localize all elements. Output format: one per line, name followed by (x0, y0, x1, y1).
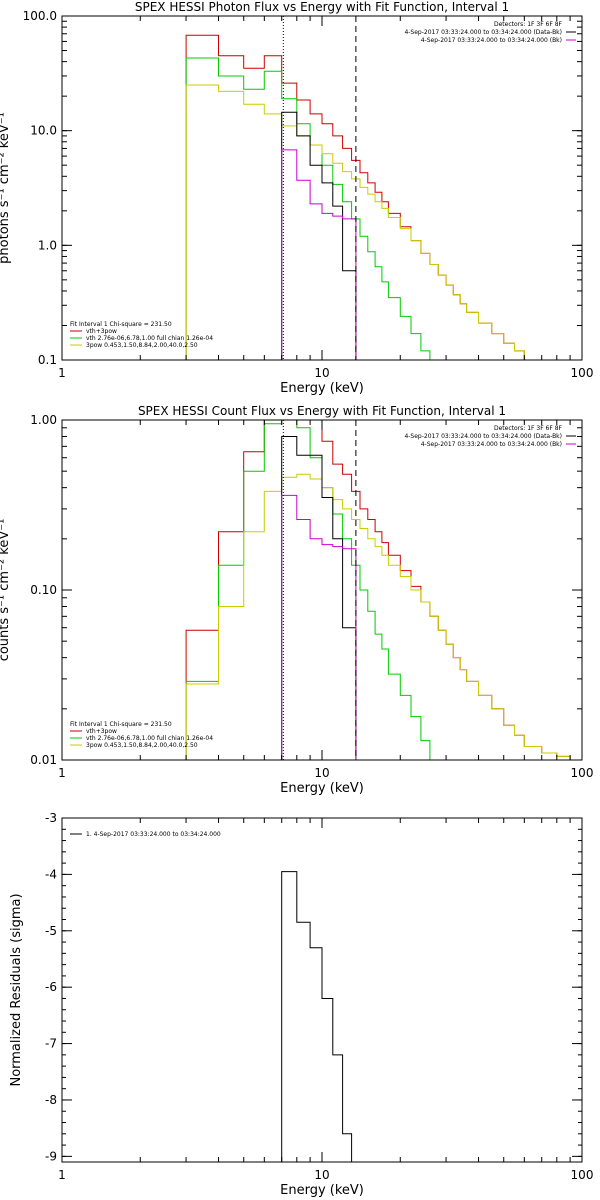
series-5-line (281, 149, 357, 360)
x-tick-label: 100 (571, 366, 594, 380)
y-tick-label: 0.1 (38, 353, 57, 367)
y-tick-label: 100.0 (23, 9, 57, 23)
chart-title: SPEX HESSI Photon Flux vs Energy with Fi… (135, 0, 509, 14)
chart-panel-1: 1 10 100 Energy (keV) 0.1 1.0 10.0 100.0 photons… (0, 0, 593, 396)
x-tick-label: 1 (58, 366, 66, 380)
x-tick-label: 1 (58, 1168, 66, 1182)
annotation-line: 4-Sep-2017 03:33:24.000 to 03:34:24.000 … (421, 37, 562, 44)
y-tick-label: -7 (45, 1037, 57, 1051)
y-tick-label: -8 (45, 1093, 57, 1107)
x-tick-label: 10 (314, 1168, 329, 1182)
y-tick-label: -5 (45, 924, 57, 938)
y-axis-label: photons s⁻¹ cm⁻² keV⁻¹ (0, 112, 12, 264)
y-tick-label: 0.10 (30, 583, 57, 597)
y-tick-label: 10.0 (30, 124, 57, 138)
series-1-line (185, 34, 534, 360)
x-tick-label: 10 (314, 766, 329, 780)
legend-header: Fit Interval 1 Chi-square = 231.50 (70, 321, 172, 328)
x-tick-label: 100 (571, 766, 594, 780)
series-3-line (185, 473, 582, 760)
annotation-line: Detectors: 1F 3F 6F 8F (494, 425, 563, 432)
x-axis-label: Energy (keV) (280, 1183, 364, 1198)
y-axis-label: counts s⁻¹ cm⁻² keV⁻¹ (0, 519, 12, 662)
legend-item: vth+3pow (86, 328, 117, 335)
y-tick-label: 0.01 (30, 753, 57, 767)
series-1-line (185, 420, 582, 760)
y-tick-label: -3 (45, 811, 57, 825)
y-tick-label: 1.00 (30, 413, 57, 427)
y-tick-label: -9 (45, 1149, 57, 1163)
chart-title: SPEX HESSI Count Flux vs Energy with Fit… (138, 404, 506, 418)
annotation-line: 4-Sep-2017 03:33:24.000 to 03:34:24.000 … (404, 29, 562, 36)
legend-item: vth 2.76e-06,6.78,1.00 full chian 1.26e-… (86, 335, 213, 342)
series-1-line (281, 871, 356, 1162)
legend-item: 3pow 0.453,1.50,8.84,2.00,40.0,2.50 (86, 342, 198, 349)
series-2-line (185, 420, 439, 760)
chart-panel-3: 1 10 100 Energy (keV) -9 -8 -7 -6 -5 -4 -3 Normaliz… (9, 811, 593, 1198)
legend-item: vth+3pow (86, 728, 117, 735)
annotation-line: 4-Sep-2017 03:33:24.000 to 03:34:24.000 … (421, 441, 562, 448)
x-tick-label: 1 (58, 766, 66, 780)
series-4-line (281, 111, 357, 360)
series-2-line (185, 57, 439, 360)
x-tick-label: 100 (571, 1168, 594, 1182)
y-tick-label: 1.0 (38, 238, 57, 252)
y-tick-label: -6 (45, 980, 57, 994)
chart-panel-2: 1 10 100 Energy (keV) 0.01 0.10 1.00 counts s⁻¹… (0, 404, 593, 796)
y-tick-label: -4 (45, 867, 57, 881)
x-axis-label: Energy (keV) (280, 381, 364, 396)
plot-area (185, 420, 582, 760)
annotation-line: Detectors: 1F 3F 6F 8F (494, 21, 563, 28)
plot-area (185, 34, 534, 360)
series-5-line (281, 494, 357, 760)
legend-item: vth 2.76e-06,6.78,1.00 full chian 1.26e-… (86, 735, 213, 742)
series-4-line (281, 436, 357, 760)
y-axis-label: Normalized Residuals (sigma) (9, 893, 24, 1086)
plot-area (281, 871, 356, 1162)
x-axis-label: Energy (keV) (280, 781, 364, 796)
legend-item: 1. 4-Sep-2017 03:33:24.000 to 03:34:24.0… (86, 831, 221, 838)
annotation-line: 4-Sep-2017 03:33:24.000 to 03:34:24.000 … (404, 433, 562, 440)
axes-frame (61, 15, 583, 361)
x-tick-label: 10 (314, 366, 329, 380)
legend-header: Fit Interval 1 Chi-square = 231.50 (70, 721, 172, 728)
legend-item: 3pow 0.453,1.50,8.84,2.00,40.0,2.50 (86, 742, 198, 749)
